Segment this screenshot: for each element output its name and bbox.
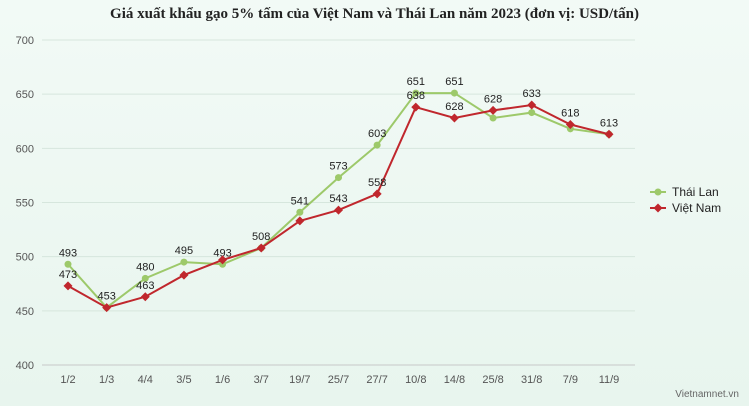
data-label: 495 [175, 245, 193, 257]
data-label: 628 [484, 93, 502, 105]
x-tick-label: 25/7 [328, 374, 349, 386]
x-tick-label: 7/9 [563, 374, 578, 386]
x-tick-label: 3/5 [176, 374, 191, 386]
data-point [565, 120, 575, 129]
x-tick-label: 25/8 [482, 374, 503, 386]
x-tick-label: 10/8 [405, 374, 426, 386]
x-tick-label: 3/7 [254, 374, 269, 386]
data-label: 493 [59, 247, 77, 259]
y-tick-label: 700 [16, 35, 34, 47]
data-label: 558 [368, 177, 386, 189]
legend-label: Việt Nam [672, 201, 721, 215]
data-point [64, 260, 72, 268]
legend-label: Thái Lan [672, 185, 719, 199]
data-point [140, 292, 150, 302]
x-tick-label: 1/2 [60, 374, 75, 386]
data-point [449, 113, 459, 123]
data-label: 543 [329, 193, 347, 205]
y-tick-label: 400 [16, 360, 34, 372]
data-label: 628 [445, 101, 463, 113]
data-point [450, 89, 458, 97]
data-label: 541 [291, 195, 309, 207]
data-point [528, 109, 536, 117]
x-tick-label: 11/9 [599, 374, 620, 386]
data-point [141, 274, 149, 282]
data-point [179, 270, 189, 280]
y-tick-label: 550 [16, 198, 34, 210]
data-point [372, 189, 382, 199]
data-label: 480 [136, 261, 154, 273]
data-label: 613 [600, 117, 618, 129]
data-point [63, 281, 73, 291]
y-tick-label: 450 [16, 306, 34, 318]
data-point [296, 208, 304, 216]
y-tick-label: 650 [16, 89, 34, 101]
source-credit: Vietnamnet.vn [675, 389, 739, 400]
data-label: 638 [407, 90, 425, 102]
legend-marker [653, 203, 663, 213]
data-point [411, 102, 421, 112]
data-point [604, 129, 614, 139]
data-label: 463 [136, 280, 154, 292]
data-point [295, 216, 305, 226]
y-tick-label: 600 [16, 143, 34, 155]
data-point [102, 303, 112, 313]
data-label: 651 [445, 76, 463, 88]
data-point [180, 258, 188, 266]
data-label: 633 [523, 88, 541, 100]
data-point [527, 100, 537, 110]
x-tick-label: 19/7 [289, 374, 310, 386]
data-label: 493 [213, 247, 231, 259]
data-point [412, 89, 420, 97]
x-tick-label: 27/7 [366, 374, 387, 386]
data-point [489, 114, 497, 122]
data-point [218, 255, 228, 265]
data-point [373, 141, 381, 149]
data-label: 651 [407, 76, 425, 88]
y-tick-label: 500 [16, 252, 34, 264]
x-tick-label: 31/8 [521, 374, 542, 386]
data-point [488, 105, 498, 115]
data-label: 603 [368, 128, 386, 140]
data-point [335, 174, 342, 182]
chart-title: Giá xuất khẩu gạo 5% tấm của Việt Nam và… [110, 6, 639, 22]
data-label: 508 [252, 231, 270, 243]
data-label: 618 [561, 108, 579, 120]
x-tick-label: 14/8 [444, 374, 465, 386]
data-point [334, 205, 343, 215]
data-label: 573 [329, 161, 347, 173]
data-label: 473 [59, 269, 77, 281]
legend-marker [654, 188, 662, 196]
data-point [256, 243, 266, 253]
data-label: 453 [97, 291, 115, 303]
x-tick-label: 1/6 [215, 374, 230, 386]
x-tick-label: 1/3 [99, 374, 114, 386]
x-tick-label: 4/4 [138, 374, 153, 386]
